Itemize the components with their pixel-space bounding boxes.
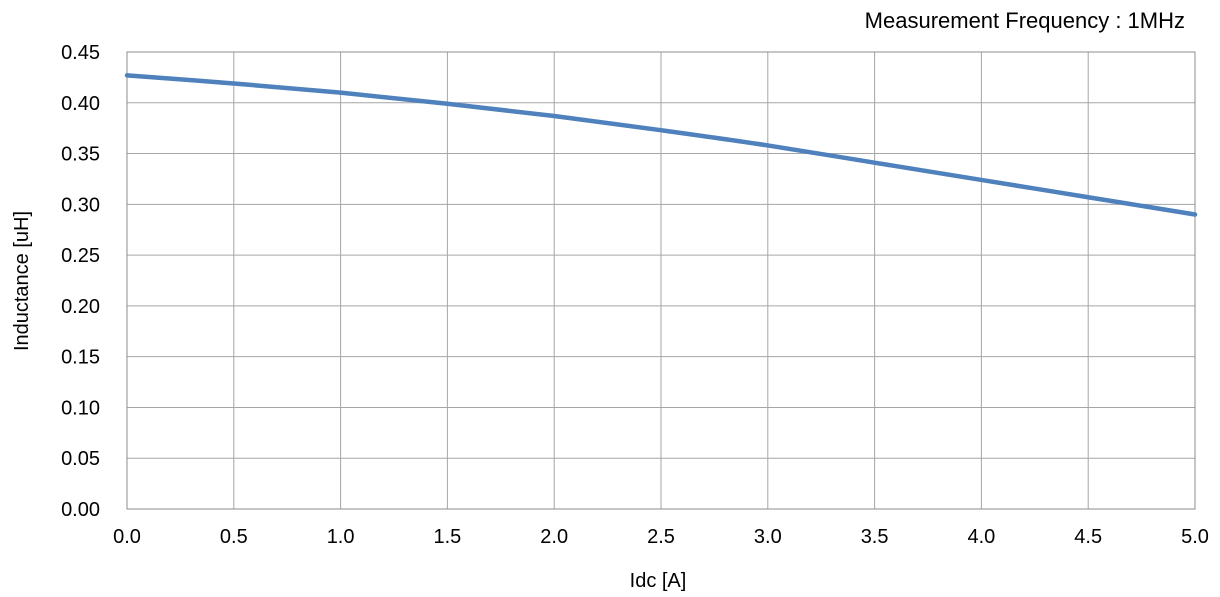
- x-tick-label: 2.5: [647, 526, 675, 548]
- data-point: [1086, 195, 1090, 199]
- series-layer: [124, 73, 1198, 217]
- y-tick-label: 0.25: [61, 245, 100, 267]
- x-tick-label: 0.0: [113, 526, 141, 548]
- x-tick-label: 3.5: [861, 526, 889, 548]
- x-tick-label: 1.5: [433, 526, 461, 548]
- y-axis-title: Inductance [uH]: [11, 211, 33, 351]
- y-tick-label: 0.15: [61, 347, 100, 369]
- x-tick-label: 5.0: [1181, 526, 1209, 548]
- y-tick-label: 0.30: [61, 194, 100, 216]
- y-tick-label: 0.20: [61, 296, 100, 318]
- data-point: [232, 81, 236, 85]
- x-axis-title: Idc [A]: [630, 570, 687, 592]
- y-tick-label: 0.05: [61, 448, 100, 470]
- gridlines: [126, 51, 1196, 510]
- y-tick-label: 0.45: [61, 42, 100, 64]
- data-point: [339, 91, 343, 95]
- x-tick-label: 4.0: [967, 526, 995, 548]
- data-point: [1193, 212, 1197, 216]
- y-tick-label: 0.00: [61, 499, 100, 521]
- inductance-series-line: [124, 73, 1198, 217]
- data-point: [873, 161, 877, 165]
- x-tick-label: 4.5: [1074, 526, 1102, 548]
- y-tick-label: 0.40: [61, 93, 100, 115]
- x-tick-label: 0.5: [220, 526, 248, 548]
- plot-border: [126, 51, 1196, 510]
- data-point: [979, 178, 983, 182]
- data-point: [125, 73, 129, 77]
- x-tick-label: 1.0: [327, 526, 355, 548]
- x-tick-label: 3.0: [754, 526, 782, 548]
- data-point: [659, 128, 663, 132]
- plot-frame: [126, 51, 1196, 510]
- y-tick-label: 0.35: [61, 144, 100, 166]
- y-tick-labels: 0.00 0.05 0.10 0.15 0.20 0.25 0.30 0.35 0.40 0.45: [61, 42, 100, 521]
- measurement-frequency-note: Measurement Frequency : 1MHz: [865, 8, 1185, 33]
- data-point: [445, 102, 449, 106]
- x-tick-labels: 0.0 0.5 1.0 1.5 2.0 2.5 3.0 3.5 4.0 4.5 5.0: [113, 526, 1209, 548]
- data-point: [766, 143, 770, 147]
- y-tick-label: 0.10: [61, 397, 100, 419]
- data-point: [552, 114, 556, 118]
- x-tick-label: 2.0: [540, 526, 568, 548]
